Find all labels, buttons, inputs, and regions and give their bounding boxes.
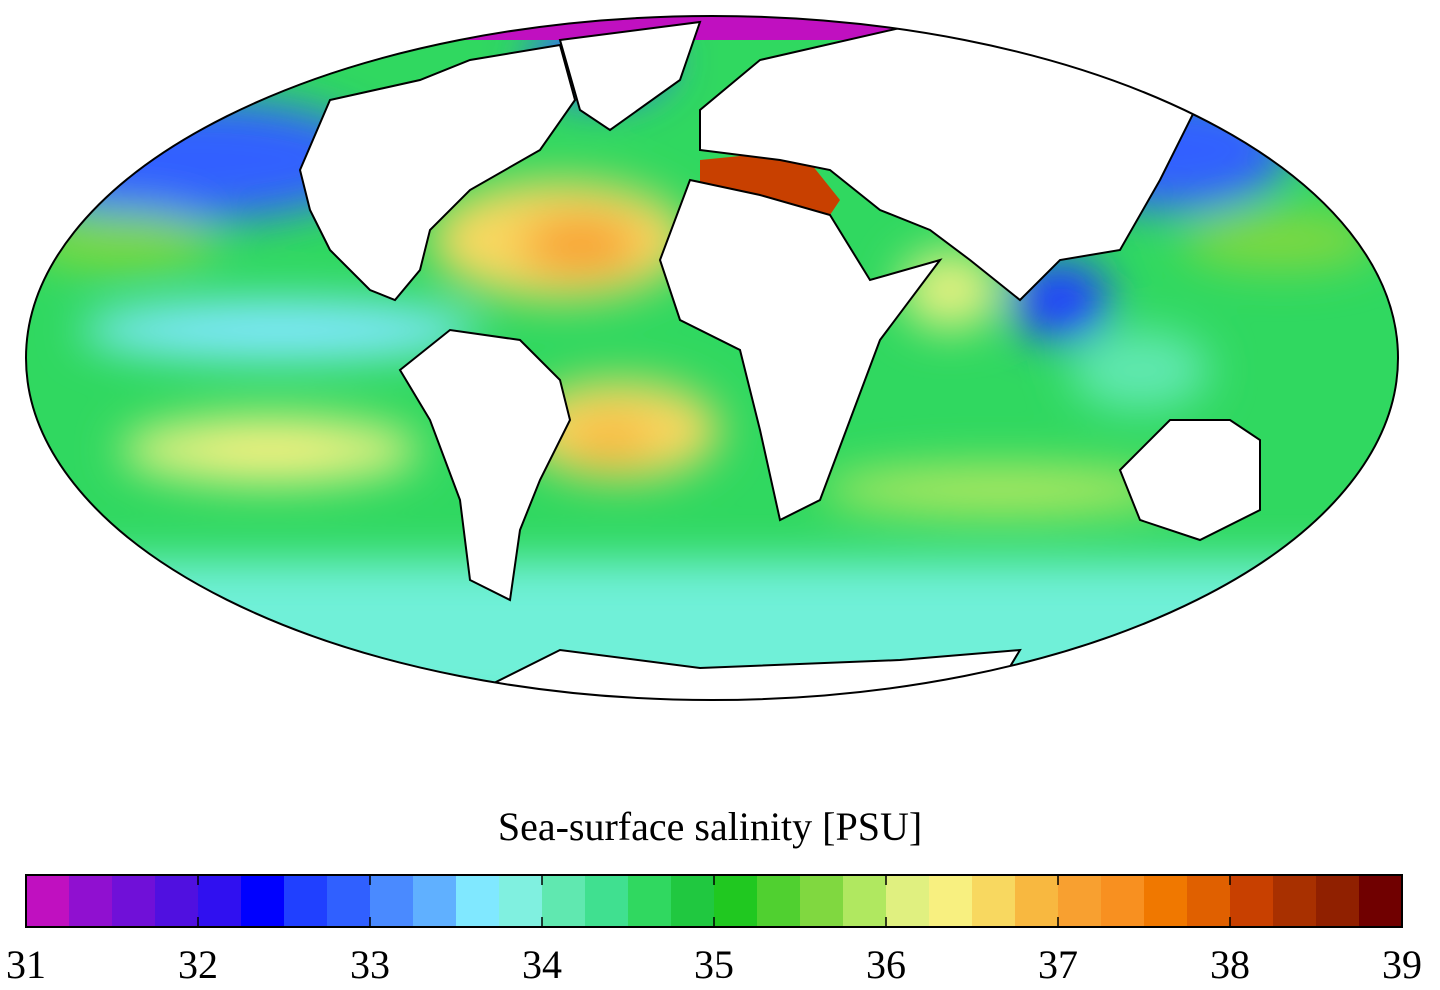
colorbar-segment xyxy=(370,875,414,927)
colorbar-segment xyxy=(1230,875,1274,927)
colorbar-tick-label: 38 xyxy=(1210,942,1250,987)
colorbar-segment xyxy=(843,875,887,927)
colorbar-tick-label: 37 xyxy=(1038,942,1078,987)
colorbar-segment xyxy=(628,875,672,927)
colorbar-segment xyxy=(456,875,500,927)
colorbar-title: Sea-surface salinity [PSU] xyxy=(498,804,922,849)
colorbar-segment xyxy=(757,875,801,927)
colorbar-segment xyxy=(112,875,156,927)
colorbar-segment xyxy=(671,875,715,927)
map xyxy=(26,16,1398,700)
colorbar-segment xyxy=(585,875,629,927)
colorbar-segment xyxy=(714,875,758,927)
colorbar-segment xyxy=(972,875,1016,927)
colorbar-segment xyxy=(1015,875,1059,927)
colorbar-segment xyxy=(284,875,328,927)
colorbar-segment xyxy=(198,875,242,927)
colorbar-tick-label: 31 xyxy=(6,942,46,987)
colorbar-segment xyxy=(886,875,930,927)
colorbar-segment xyxy=(241,875,285,927)
colorbar-segment xyxy=(800,875,844,927)
colorbar-tick-label: 34 xyxy=(522,942,562,987)
colorbar-segment xyxy=(1058,875,1102,927)
colorbar-segment xyxy=(69,875,113,927)
colorbar-segment xyxy=(499,875,543,927)
colorbar-segment xyxy=(1316,875,1360,927)
colorbar-segment xyxy=(1144,875,1188,927)
colorbar-tick-label: 32 xyxy=(178,942,218,987)
colorbar-tick-label: 36 xyxy=(866,942,906,987)
colorbar-segment xyxy=(1101,875,1145,927)
colorbar-segment xyxy=(1359,875,1403,927)
colorbar-segment xyxy=(542,875,586,927)
colorbar-segment xyxy=(1187,875,1231,927)
colorbar-segment xyxy=(929,875,973,927)
colorbar-segment xyxy=(26,875,70,927)
colorbar-segment xyxy=(155,875,199,927)
colorbar-segment xyxy=(327,875,371,927)
colorbar-segment xyxy=(1273,875,1317,927)
colorbar-segment xyxy=(413,875,457,927)
colorbar: 31 32 33 34 35 36 37 38 39 xyxy=(6,874,1422,987)
colorbar-tick-label: 35 xyxy=(694,942,734,987)
colorbar-tick-label: 33 xyxy=(350,942,390,987)
colorbar-tick-label: 39 xyxy=(1382,942,1422,987)
map-frame xyxy=(25,15,1399,701)
